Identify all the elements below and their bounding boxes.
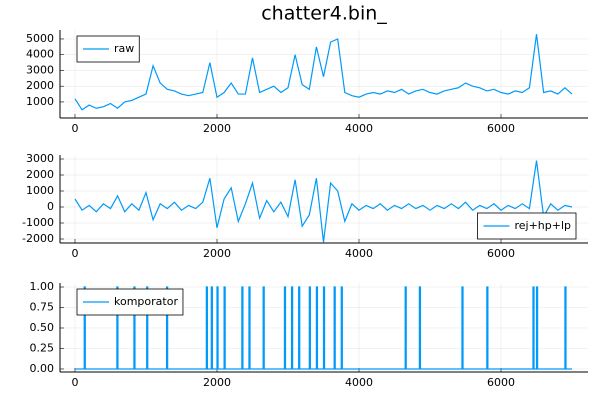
y-tick-label: 3000: [26, 63, 54, 76]
y-tick-label: -1000: [22, 216, 54, 229]
legend: raw: [76, 35, 140, 63]
y-tick-label: 0.75: [30, 301, 55, 314]
x-tick-label: 4000: [345, 376, 373, 389]
x-tick-label: 0: [71, 122, 78, 135]
data-line: [74, 34, 573, 111]
legend: rej+hp+lp: [477, 212, 577, 240]
legend-label: raw: [114, 42, 134, 55]
y-tick-label: 2000: [26, 168, 54, 181]
x-tick-label: 6000: [487, 376, 515, 389]
y-tick-label: 0.50: [30, 321, 55, 334]
x-tick-label: 2000: [203, 376, 231, 389]
x-tick-label: 4000: [345, 122, 373, 135]
x-tick-label: 2000: [203, 247, 231, 260]
legend-label: komporator: [114, 295, 178, 308]
y-tick-label: 5000: [26, 32, 54, 45]
data-line: [74, 286, 573, 370]
y-tick-label: 4000: [26, 48, 54, 61]
x-tick-label: 0: [71, 376, 78, 389]
y-tick-label: 1000: [26, 95, 54, 108]
legend: komporator: [76, 288, 184, 316]
y-tick-label: 2000: [26, 79, 54, 92]
x-tick-label: 2000: [203, 122, 231, 135]
x-tick-label: 6000: [487, 247, 515, 260]
x-tick-label: 6000: [487, 122, 515, 135]
y-tick-label: 1.00: [30, 280, 55, 293]
x-tick-label: 0: [71, 247, 78, 260]
y-tick-label: 1000: [26, 184, 54, 197]
data-line: [74, 160, 573, 243]
chart-title: chatter4.bin_: [261, 3, 387, 25]
x-tick-label: 4000: [345, 247, 373, 260]
legend-label: rej+hp+lp: [514, 219, 571, 232]
y-tick-label: 0.00: [30, 362, 55, 375]
y-tick-label: 0.25: [30, 341, 55, 354]
y-tick-label: 0: [47, 200, 54, 213]
y-tick-label: 3000: [26, 152, 54, 165]
y-tick-label: -2000: [22, 232, 54, 245]
